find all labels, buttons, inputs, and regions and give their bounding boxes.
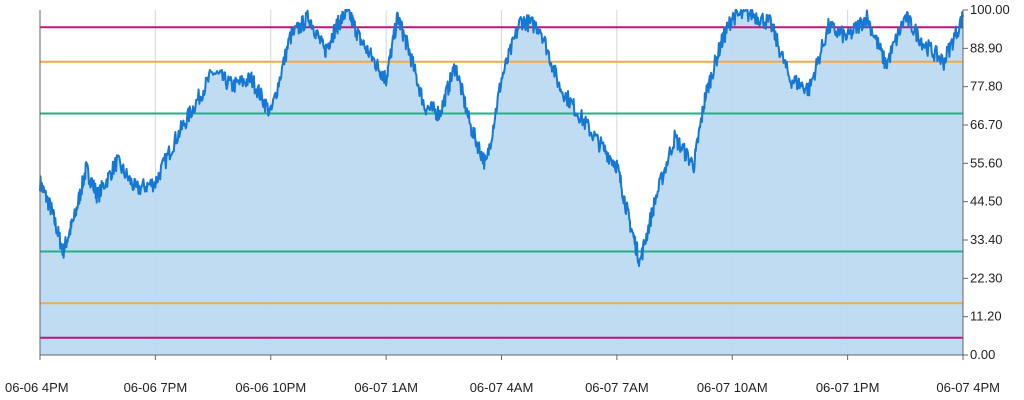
x-tick-label: 06-07 1AM — [354, 380, 418, 395]
y-tick-label: 11.20 — [970, 309, 1002, 324]
x-tick-label: 06-06 10PM — [235, 380, 306, 395]
y-tick-label: 44.50 — [970, 194, 1003, 209]
x-tick-label: 06-06 4PM — [5, 380, 69, 395]
y-tick-label: 88.90 — [970, 40, 1003, 55]
x-tick-label: 06-07 1PM — [816, 380, 880, 395]
x-tick-label: 06-06 7PM — [124, 380, 188, 395]
y-tick-label: 100.00 — [970, 2, 1010, 17]
series-line — [39, 9, 964, 268]
y-tick-label: 33.40 — [970, 232, 1003, 247]
x-tick-label: 06-07 4PM — [936, 380, 1000, 395]
y-tick-label: 66.70 — [970, 117, 1003, 132]
x-tick-label: 06-07 10AM — [697, 380, 768, 395]
x-tick-label: 06-07 7AM — [585, 380, 649, 395]
y-tick-label: 55.60 — [970, 155, 1003, 170]
series-area-fill — [40, 10, 963, 355]
y-tick-label: 77.80 — [970, 79, 1003, 94]
y-tick-label: 0.00 — [970, 347, 995, 362]
y-tick-label: 22.30 — [970, 270, 1003, 285]
x-tick-label: 06-07 4AM — [470, 380, 534, 395]
